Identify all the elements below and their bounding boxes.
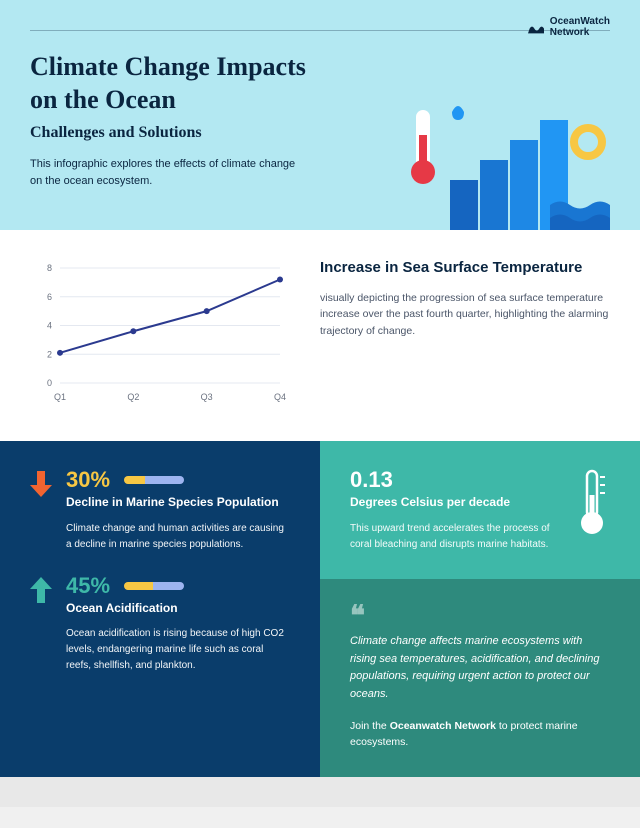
stat-decline: 30% Decline in Marine Species Population…	[30, 467, 290, 553]
svg-text:Q2: Q2	[127, 392, 139, 402]
stat-content: 45% Ocean Acidification Ocean acidificat…	[66, 573, 290, 675]
infographic-container: OceanWatch Network Climate Change Impact…	[0, 0, 640, 807]
stat-acidification: 45% Ocean Acidification Ocean acidificat…	[30, 573, 290, 675]
thermometer-icon	[574, 467, 610, 537]
stat-number: 0.13	[350, 467, 558, 493]
svg-text:4: 4	[47, 321, 52, 331]
arrow-down-icon	[30, 471, 52, 497]
stat-body: Ocean acidification is rising because of…	[66, 626, 290, 674]
main-title: Climate Change Impacts on the Ocean	[30, 51, 330, 116]
right-column: 0.13 Degrees Celsius per decade This upw…	[320, 441, 640, 777]
svg-text:Q1: Q1	[54, 392, 66, 402]
stat-box-teal: 0.13 Degrees Celsius per decade This upw…	[320, 441, 640, 579]
svg-text:0: 0	[47, 378, 52, 388]
stat-box-navy: 30% Decline in Marine Species Population…	[0, 441, 320, 777]
svg-text:Q3: Q3	[201, 392, 213, 402]
header-divider	[30, 30, 610, 31]
footer-bar	[0, 777, 640, 807]
stat-body: This upward trend accelerates the proces…	[350, 521, 558, 553]
svg-text:6: 6	[47, 292, 52, 302]
progress-pill	[124, 476, 184, 484]
stat-number: 45%	[66, 573, 290, 599]
chart-svg: 0 2 4 6 8 Q1 Q2 Q3 Q4	[30, 258, 290, 408]
header-section: OceanWatch Network Climate Change Impact…	[0, 0, 640, 230]
teal-content: 0.13 Degrees Celsius per decade This upw…	[350, 467, 558, 553]
stat-label: Ocean Acidification	[66, 601, 290, 617]
stat-number: 30%	[66, 467, 290, 493]
chart-title: Increase in Sea Surface Temperature	[320, 258, 610, 278]
logo-text: OceanWatch Network	[550, 16, 610, 38]
stat-label: Decline in Marine Species Population	[66, 495, 290, 511]
quote-box: ❝ Climate change affects marine ecosyste…	[320, 579, 640, 777]
stat-body: Climate change and human activities are …	[66, 521, 290, 553]
logo: OceanWatch Network	[528, 16, 610, 38]
svg-text:Q4: Q4	[274, 392, 286, 402]
stats-grid: 30% Decline in Marine Species Population…	[0, 441, 640, 777]
stat-label: Degrees Celsius per decade	[350, 495, 558, 511]
cta-text: Join the Oceanwatch Network to protect m…	[350, 719, 610, 751]
svg-text:2: 2	[47, 349, 52, 359]
quote-text: Climate change affects marine ecosystems…	[350, 633, 610, 703]
arrow-up-icon	[30, 577, 52, 603]
header-illustration	[380, 90, 610, 230]
chart-section: 0 2 4 6 8 Q1 Q2 Q3 Q4 Increase in Sea Surface Te…	[0, 230, 640, 441]
quote-icon: ❝	[350, 605, 610, 627]
chart-description-block: Increase in Sea Surface Temperature visu…	[320, 258, 610, 413]
stat-content: 30% Decline in Marine Species Population…	[66, 467, 290, 553]
chart-description: visually depicting the progression of se…	[320, 290, 610, 340]
line-chart: 0 2 4 6 8 Q1 Q2 Q3 Q4	[30, 258, 290, 413]
progress-pill	[124, 582, 184, 590]
svg-text:8: 8	[47, 263, 52, 273]
logo-wave-icon	[528, 20, 544, 34]
header-description: This infographic explores the effects of…	[30, 156, 310, 189]
